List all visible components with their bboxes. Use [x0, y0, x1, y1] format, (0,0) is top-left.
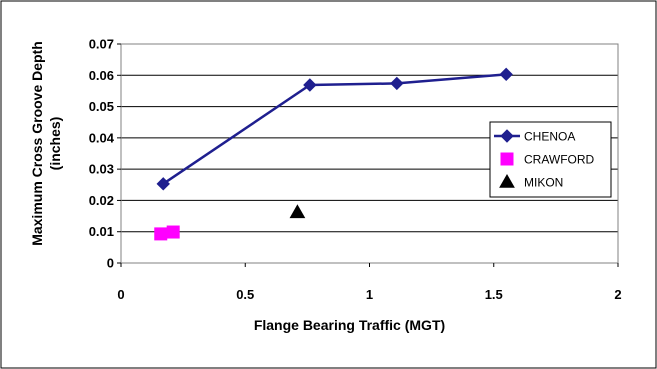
legend-label: CHENOA [524, 130, 575, 144]
y-tick-label: 0.05 [89, 99, 114, 114]
data-point-chenoa [156, 177, 170, 191]
x-axis-ticks: 0 0.5 1 1.5 2 [117, 263, 622, 302]
data-point-crawford [166, 225, 180, 239]
y-tick-label: 0.03 [89, 162, 114, 177]
y-tick-label: 0.06 [89, 68, 114, 83]
y-tick-label: 0.02 [89, 193, 114, 208]
data-point-crawford [154, 227, 168, 241]
y-axis-ticks: 0 0.01 0.02 0.03 0.04 0.05 0.06 0.07 [89, 37, 121, 271]
legend-item-crawford: CRAWFORD [500, 152, 595, 167]
y-tick-label: 0.01 [89, 224, 114, 239]
data-point-chenoa [390, 76, 404, 91]
series-layer [154, 67, 513, 241]
x-tick-label: 1.5 [485, 287, 503, 302]
legend-label: MIKON [524, 176, 563, 190]
x-tick-label: 0.5 [236, 287, 254, 302]
x-tick-label: 0 [117, 287, 124, 302]
legend-item-chenoa: CHENOA [494, 129, 575, 144]
y-axis-title-line-1: Maximum Cross Groove Depth [29, 41, 45, 246]
x-tick-label: 2 [614, 287, 621, 302]
legend-marker [500, 152, 514, 166]
data-point-chenoa [499, 67, 513, 82]
y-axis-title-line-2: (inches) [47, 117, 63, 171]
x-tick-label: 1 [366, 287, 373, 302]
y-tick-label: 0.04 [89, 130, 115, 145]
series-mikon [289, 204, 306, 219]
legend-marker [499, 173, 515, 188]
series-chenoa [156, 67, 513, 191]
legend: CHENOA CRAWFORD MIKON [489, 121, 612, 198]
data-point-chenoa [303, 78, 317, 92]
legend-marker [500, 129, 514, 143]
data-point-mikon [289, 204, 306, 219]
y-tick-label: 0 [107, 256, 114, 271]
legend-item-mikon: MIKON [499, 173, 563, 190]
series-line-chenoa [162, 73, 507, 185]
x-axis-title: Flange Bearing Traffic (MGT) [254, 317, 445, 333]
series-crawford [154, 225, 180, 241]
legend-label: CRAWFORD [524, 153, 595, 167]
y-tick-label: 0.07 [89, 37, 114, 52]
